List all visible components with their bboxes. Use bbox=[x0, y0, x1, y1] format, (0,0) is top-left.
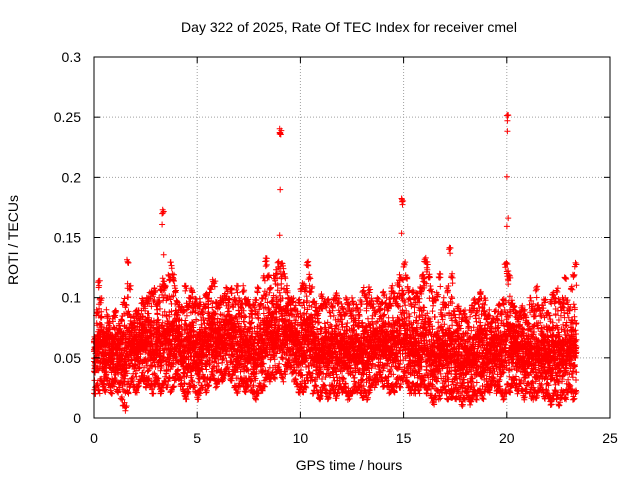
x-tick-label: 15 bbox=[396, 430, 412, 446]
x-tick-labels: 0 5 10 15 20 25 bbox=[90, 430, 618, 446]
axis-ticks bbox=[93, 56, 611, 419]
x-tick-label: 10 bbox=[293, 430, 309, 446]
y-tick-label: 0 bbox=[73, 410, 81, 426]
x-tick-label: 20 bbox=[499, 430, 515, 446]
y-tick-label: 0.2 bbox=[62, 169, 82, 185]
y-tick-label: 0.15 bbox=[54, 230, 81, 246]
x-tick-label: 25 bbox=[602, 430, 618, 446]
y-axis-label: ROTI / TECUs bbox=[5, 195, 21, 285]
y-tick-label: 0.05 bbox=[54, 350, 81, 366]
y-tick-label: 0.25 bbox=[54, 109, 81, 125]
chart-title: Day 322 of 2025, Rate Of TEC Index for r… bbox=[181, 19, 517, 35]
y-tick-labels: 0 0.05 0.1 0.15 0.2 0.25 0.3 bbox=[54, 49, 81, 426]
y-tick-label: 0.3 bbox=[62, 49, 82, 65]
x-tick-label: 5 bbox=[193, 430, 201, 446]
x-tick-label: 0 bbox=[90, 430, 98, 446]
x-axis-label: GPS time / hours bbox=[296, 457, 403, 473]
y-tick-label: 0.1 bbox=[62, 290, 82, 306]
